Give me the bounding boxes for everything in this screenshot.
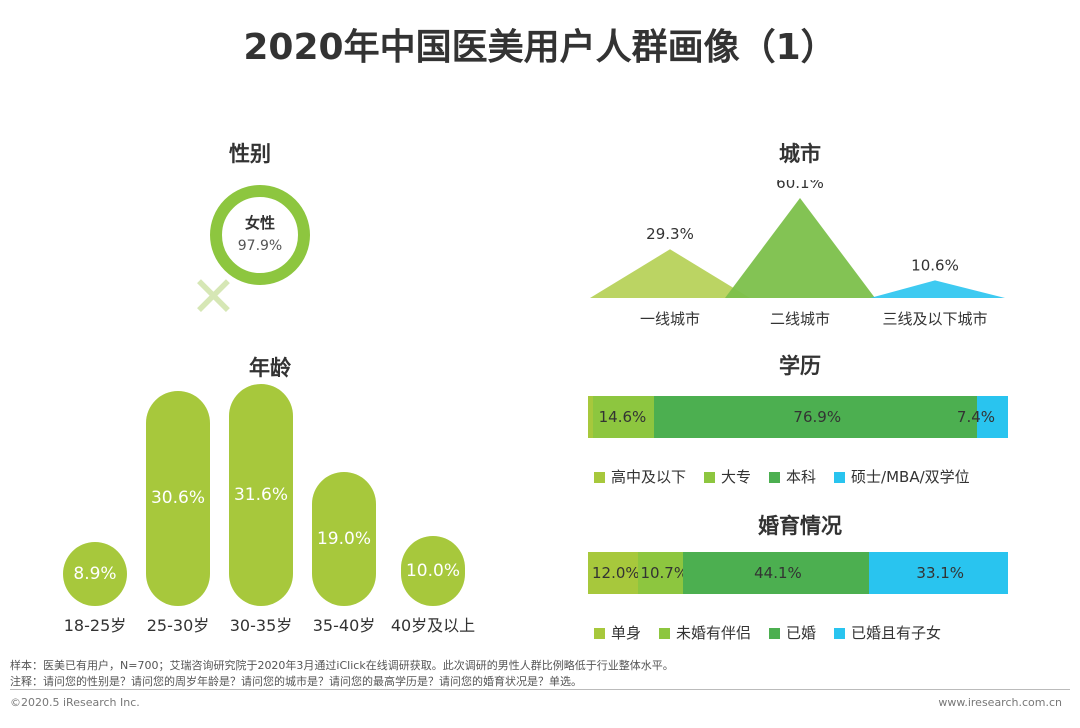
age-value-label: 8.9%	[73, 564, 117, 584]
legend-label: 未婚有伴侣	[676, 624, 752, 642]
education-stacked-bar: 14.6% 76.9% 7.4%	[588, 396, 1008, 438]
stack-segment-1	[638, 552, 684, 594]
age-category-label: 40岁及以上	[390, 616, 476, 635]
legend-item: 已婚且有子女	[834, 622, 941, 643]
question-note: 注释：请问您的性别是？请问您的周岁年龄是？请问您的城市是？请问您的最高学历是？请…	[10, 675, 582, 688]
legend-swatch	[834, 628, 846, 639]
age-heading: 年龄	[249, 356, 291, 380]
legend-label: 已婚且有子女	[851, 624, 942, 642]
stack-value-label: 12.0%	[592, 564, 640, 582]
city-peak-0	[590, 249, 750, 298]
stack-segment-0	[588, 396, 593, 438]
stack-segment-2	[683, 552, 869, 594]
legend-swatch	[769, 628, 781, 639]
stack-segment-3	[868, 552, 1008, 594]
city-category-label: 一线城市	[640, 310, 700, 328]
age-value-label: 30.6%	[150, 488, 205, 509]
legend-label: 单身	[611, 624, 642, 642]
age-category-label: 18-25岁	[63, 616, 127, 635]
city-category-label: 三线及以下城市	[882, 310, 987, 328]
age-bar-1	[146, 390, 210, 606]
sample-note: 样本：医美已有用户，N=700；艾瑞咨询研究院于2020年3月通过iClick在…	[10, 659, 674, 672]
city-peak-1	[725, 198, 875, 298]
stack-segment-3	[976, 396, 1008, 438]
legend-swatch	[834, 472, 846, 483]
stack-segment-1	[592, 396, 654, 438]
stack-value-label: 44.1%	[754, 564, 802, 582]
marriage-stacked-bar: 12.0% 10.7% 44.1% 33.1%	[588, 552, 1008, 594]
legend-item: 高中及以下	[594, 466, 686, 487]
legend-item: 未婚有伴侣	[659, 622, 751, 643]
legend-item: 大专	[704, 466, 751, 487]
stack-value-label: 14.6%	[598, 408, 647, 426]
legend-item: 单身	[594, 622, 641, 643]
city-value-label: 10.6%	[911, 256, 959, 274]
gender-ring	[210, 185, 310, 285]
age-bar-4	[401, 535, 465, 606]
legend-label: 本科	[786, 468, 817, 486]
legend-item: 已婚	[769, 622, 816, 643]
city-category-label: 二线城市	[770, 310, 830, 328]
legend-label: 大专	[721, 468, 752, 486]
age-value-label: 10.0%	[405, 560, 460, 581]
city-heading: 城市	[779, 142, 821, 166]
footer-divider	[10, 689, 1070, 690]
age-category-label: 35-40岁	[312, 616, 376, 635]
age-bar-3	[312, 472, 376, 606]
city-value-label: 29.3%	[646, 225, 694, 243]
gender-heading: 性别	[229, 142, 271, 166]
legend-label: 已婚	[786, 624, 817, 642]
legend-item: 硕士/MBA/双学位	[834, 466, 970, 487]
legend-swatch	[594, 472, 605, 483]
venus-icon: ✕	[190, 265, 237, 330]
page-title: 2020年中国医美用户人群画像（1）	[243, 27, 837, 68]
gender-label: 女性	[244, 214, 275, 232]
city-chart: 29.3% 一线城市 60.1% 二线城市 10.6% 三线及以下城市	[590, 180, 1005, 328]
stack-segment-2	[653, 396, 977, 438]
legend-label: 高中及以下	[611, 468, 687, 486]
legend-swatch	[769, 472, 781, 483]
age-bar-2	[229, 383, 293, 606]
marriage-legend: 单身 未婚有伴侣 已婚 已婚且有子女	[594, 622, 959, 643]
stack-value-label: 10.7%	[640, 564, 689, 582]
age-value-label: 31.6%	[233, 484, 288, 505]
gender-value: 97.9%	[237, 238, 283, 254]
legend-swatch	[659, 628, 671, 639]
stack-value-label: 33.1%	[916, 564, 965, 582]
education-heading: 学历	[779, 354, 821, 378]
education-legend: 高中及以下 大专 本科 硕士/MBA/双学位	[594, 466, 988, 487]
legend-label: 硕士/MBA/双学位	[851, 468, 970, 486]
legend-item: 本科	[769, 466, 816, 487]
gender-graphic: ✕ 女性 97.9%	[180, 180, 320, 330]
stack-segment-0	[588, 552, 639, 594]
age-value-label: 19.0%	[316, 529, 371, 550]
stack-value-label: 76.9%	[793, 408, 842, 426]
city-peak-2	[870, 280, 1005, 298]
legend-swatch	[704, 472, 716, 483]
age-category-label: 30-35岁	[229, 616, 293, 635]
city-value-label: 60.1%	[776, 180, 824, 192]
footer-url: www.iresearch.com.cn	[938, 696, 1062, 709]
marriage-heading: 婚育情况	[758, 514, 842, 538]
age-bar-0	[63, 542, 127, 606]
legend-swatch	[594, 628, 605, 639]
footer-copyright: ©2020.5 iResearch Inc.	[10, 696, 140, 709]
stack-value-label: 7.4%	[956, 408, 996, 426]
age-category-label: 25-30岁	[146, 616, 210, 635]
